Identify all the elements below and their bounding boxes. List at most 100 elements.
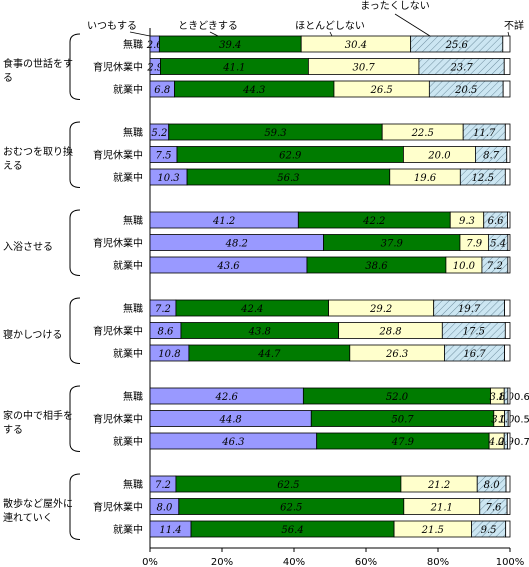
data-label: 26.3 xyxy=(385,349,408,360)
group-label: 寝かしつける xyxy=(3,328,62,341)
data-label: 50.7 xyxy=(391,415,414,426)
x-tick-label: 20% xyxy=(211,557,233,567)
x-tick-label: 60% xyxy=(355,557,377,567)
data-label: 10.8 xyxy=(158,349,180,360)
bar-segment xyxy=(507,256,511,274)
data-label: 8.0 xyxy=(156,503,173,514)
row-label: 無職 xyxy=(123,478,143,491)
data-label: 5.4 xyxy=(490,239,506,250)
data-label: 59.3 xyxy=(264,128,286,139)
data-label: 42.6 xyxy=(215,392,239,403)
data-label: 56.4 xyxy=(281,525,303,536)
row-label: 育児休業中 xyxy=(93,237,143,250)
data-label: 41.1 xyxy=(222,63,245,74)
group-bracket xyxy=(69,121,81,188)
nd-value-label: 0.6 xyxy=(514,392,529,403)
data-label: 62.9 xyxy=(279,151,302,162)
data-label: 7.5 xyxy=(156,151,172,162)
data-label: 9.5 xyxy=(481,525,497,536)
data-label: 0.9 xyxy=(498,437,515,448)
bar-segment xyxy=(504,123,511,141)
legend-leader xyxy=(209,31,219,37)
data-label: 4.2 xyxy=(488,437,505,448)
data-label: 10.3 xyxy=(157,173,179,184)
legend-leader xyxy=(129,31,151,37)
row-label: 無職 xyxy=(123,126,143,139)
row-label: 無職 xyxy=(123,390,143,403)
bar-segment xyxy=(502,80,511,98)
data-label: 20.0 xyxy=(427,151,451,162)
bar-segment xyxy=(507,211,511,229)
legend-leader xyxy=(507,31,510,37)
data-label: 21.2 xyxy=(427,480,450,491)
legend-label: ほとんどしない xyxy=(295,20,365,32)
data-label: 6.8 xyxy=(154,85,170,96)
data-label: 44.8 xyxy=(219,415,242,426)
data-label: 62.5 xyxy=(280,503,302,514)
row-label: 就業中 xyxy=(113,259,143,272)
group-bracket xyxy=(69,297,81,364)
bar-segment xyxy=(504,322,511,339)
data-label: 44.7 xyxy=(257,349,281,360)
data-label: 7.6 xyxy=(485,503,502,514)
data-label: 19.7 xyxy=(458,304,481,315)
bar-segment xyxy=(502,35,511,53)
legend-leader xyxy=(329,31,333,37)
data-label: 1.0 xyxy=(498,392,515,403)
group-label: 散歩など屋外に連れていく xyxy=(3,497,73,524)
data-label: 23.7 xyxy=(449,63,473,74)
data-label: 2.6 xyxy=(146,40,164,51)
data-label: 10.0 xyxy=(453,261,476,272)
group-label: おむつを取り換える xyxy=(3,146,73,172)
bar-segment xyxy=(503,58,511,75)
bar-segment xyxy=(506,146,511,163)
data-label: 38.6 xyxy=(365,261,388,272)
data-label: 44.3 xyxy=(242,85,265,96)
data-label: 25.6 xyxy=(445,40,469,51)
data-label: 20.5 xyxy=(454,85,477,96)
data-label: 1.0 xyxy=(498,415,515,426)
group-label: 食事の世話をする xyxy=(3,57,73,84)
data-label: 7.2 xyxy=(155,480,171,491)
data-label: 3.0 xyxy=(491,415,508,426)
legend-leader xyxy=(394,13,431,37)
bar-segment xyxy=(507,234,511,251)
group-bracket xyxy=(69,209,81,276)
row-label: 就業中 xyxy=(113,83,143,96)
data-label: 2.9 xyxy=(146,63,164,74)
row-label: 育児休業中 xyxy=(93,413,143,426)
data-label: 5.2 xyxy=(151,128,167,139)
data-label: 42.2 xyxy=(362,216,385,227)
data-label: 7.9 xyxy=(466,239,483,250)
x-tick-label: 0% xyxy=(142,557,158,567)
data-label: 47.9 xyxy=(391,437,415,448)
group-label: 入浴させる xyxy=(3,241,53,253)
legend-label: 不詳 xyxy=(504,19,524,32)
data-label: 9.3 xyxy=(459,216,475,227)
data-label: 19.6 xyxy=(414,173,437,184)
row-label: 育児休業中 xyxy=(93,61,143,74)
data-label: 16.7 xyxy=(463,349,486,360)
data-label: 8.7 xyxy=(483,151,500,162)
data-label: 21.1 xyxy=(430,503,453,514)
legend-label: ときどきする xyxy=(178,20,238,32)
x-tick-label: 100% xyxy=(496,557,525,567)
nd-value-label: 0.5 xyxy=(514,415,529,426)
data-label: 11.7 xyxy=(473,128,496,139)
legend-label: いつもする xyxy=(87,20,137,32)
data-label: 30.7 xyxy=(353,63,376,74)
data-label: 56.3 xyxy=(277,173,299,184)
row-label: 無職 xyxy=(123,214,143,227)
data-label: 7.2 xyxy=(155,304,171,315)
data-label: 6.6 xyxy=(488,216,505,227)
data-label: 11.4 xyxy=(159,525,181,536)
data-label: 42.4 xyxy=(240,304,263,315)
data-label: 48.2 xyxy=(225,239,248,250)
data-label: 3.8 xyxy=(489,392,505,403)
data-label: 7.2 xyxy=(487,261,503,272)
x-tick-label: 80% xyxy=(427,557,449,567)
data-label: 21.5 xyxy=(421,525,444,536)
data-label: 22.5 xyxy=(411,128,434,139)
group-bracket xyxy=(69,33,81,100)
bar-segment xyxy=(504,344,511,362)
